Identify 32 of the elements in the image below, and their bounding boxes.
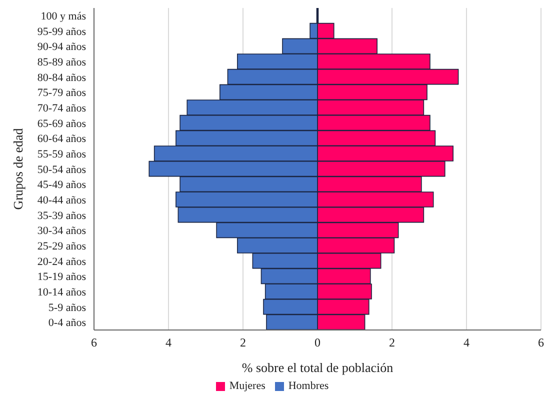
y-tick-label: 15-19 años — [37, 271, 86, 284]
y-tick-label: 5-9 años — [48, 302, 86, 314]
y-tick-label: 80-84 años — [37, 72, 86, 84]
y-tick-label: 30-34 años — [37, 225, 86, 238]
y-axis-title: Grupos de edad — [10, 128, 26, 210]
y-tick-label: 75-79 años — [37, 87, 86, 100]
x-tick-label: 2 — [240, 336, 246, 350]
legend-label: Mujeres — [229, 380, 266, 392]
x-tick-label: 4 — [464, 336, 470, 350]
y-tick-label: 50-54 años — [37, 164, 86, 176]
y-tick-label: 90-94 años — [37, 41, 86, 54]
x-tick-label: 6 — [91, 336, 97, 350]
x-tick-label: 0 — [314, 336, 320, 350]
y-tick-label: 45-49 años — [37, 179, 86, 192]
y-tick-label: 85-89 años — [37, 56, 86, 69]
x-axis-title: % sobre el total de población — [242, 360, 394, 375]
y-tick-label: 95-99 años — [37, 26, 86, 38]
x-tick-label: 4 — [166, 336, 172, 350]
y-tick-label: 10-14 años — [37, 286, 86, 299]
y-tick-label: 55-59 años — [37, 148, 86, 161]
y-tick-label: 65-69 años — [37, 118, 86, 130]
y-tick-label: 70-74 años — [37, 102, 86, 115]
y-tick-label: 25-29 años — [37, 240, 86, 253]
y-tick-label: 100 y más — [40, 10, 86, 23]
y-tick-label: 40-44 años — [37, 194, 86, 207]
y-tick-label: 20-24 años — [37, 256, 86, 268]
y-tick-label: 0-4 años — [48, 317, 86, 330]
y-tick-label: 35-39 años — [37, 210, 86, 222]
legend-label: Hombres — [288, 380, 329, 392]
y-tick-label: 60-64 años — [37, 133, 86, 146]
x-tick-label: 6 — [538, 336, 544, 350]
x-tick-label: 2 — [389, 336, 395, 350]
